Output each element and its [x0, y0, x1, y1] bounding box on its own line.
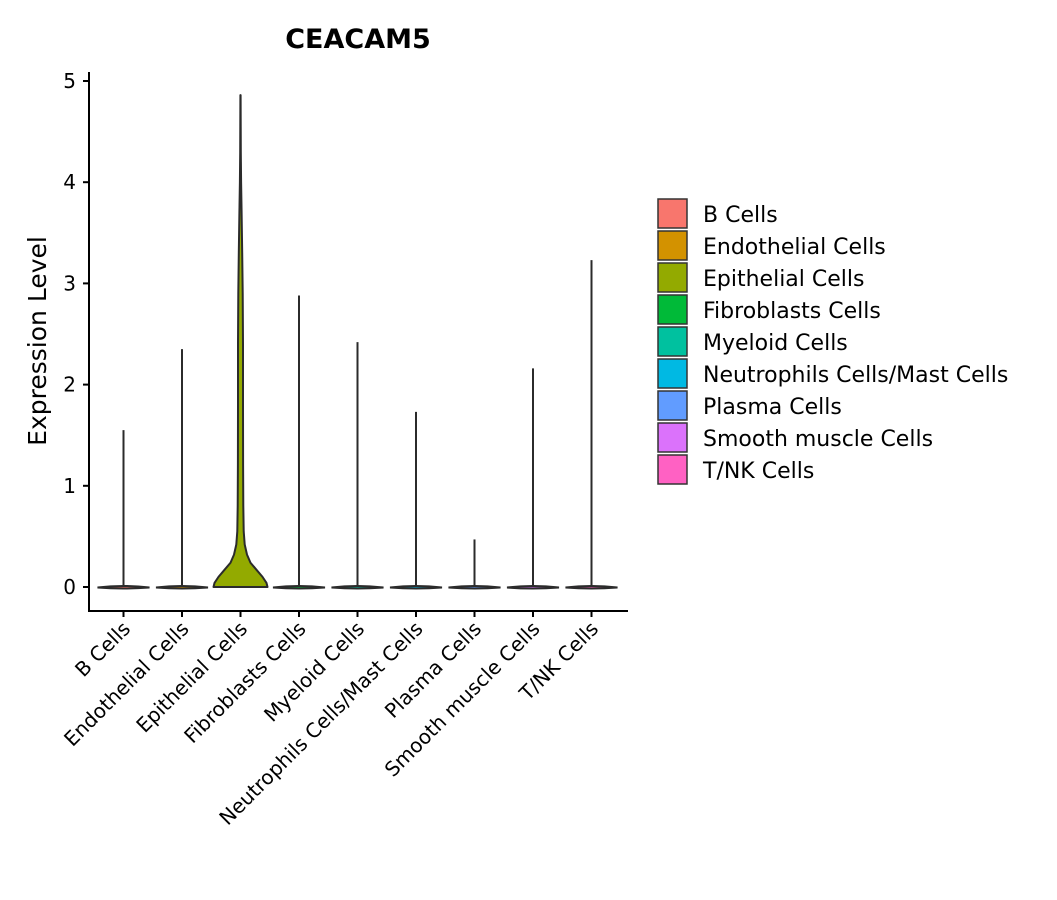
- legend-swatch: [657, 358, 688, 389]
- legend-swatch: [657, 230, 688, 261]
- legend-label: Fibroblasts Cells: [703, 299, 881, 324]
- legend-label: Plasma Cells: [703, 395, 842, 420]
- violin-base: [506, 585, 560, 590]
- legend-label: B Cells: [703, 203, 778, 228]
- violin-base: [565, 585, 618, 590]
- legend-swatch: [657, 294, 688, 325]
- x-tick-label: Myeloid Cells: [259, 617, 369, 727]
- y-tick-label: 0: [63, 575, 76, 599]
- y-ticks: 0 1 2 3 4 5: [63, 69, 89, 599]
- violin-base: [331, 585, 384, 590]
- legend-label: Myeloid Cells: [703, 331, 848, 356]
- y-tick-label: 5: [63, 69, 76, 93]
- legend-swatch: [657, 422, 688, 453]
- legend-swatch: [657, 390, 688, 421]
- legend-label: T/NK Cells: [702, 459, 814, 484]
- violin-base: [97, 585, 150, 590]
- violin-base: [448, 585, 501, 590]
- legend-swatch: [657, 326, 688, 357]
- violin-epithelial-cells: [212, 94, 269, 588]
- violin-base: [272, 585, 326, 590]
- legend-label: Endothelial Cells: [703, 235, 886, 260]
- violins: [97, 94, 618, 590]
- legend-swatch: [657, 262, 688, 293]
- legend-swatch: [657, 454, 688, 485]
- chart-title: CEACAM5: [285, 24, 431, 55]
- y-tick-label: 2: [63, 373, 76, 397]
- y-axis-label: Expression Level: [23, 236, 52, 446]
- legend-label: Neutrophils Cells/Mast Cells: [703, 363, 1008, 388]
- violin-base: [389, 585, 443, 590]
- legend-label: Epithelial Cells: [703, 267, 864, 292]
- y-tick-label: 3: [63, 271, 76, 295]
- violin-base: [155, 585, 209, 590]
- y-tick-label: 1: [63, 474, 76, 498]
- legend: B Cells Endothelial Cells Epithelial Cells…: [657, 198, 1008, 485]
- legend-swatch: [657, 198, 688, 229]
- y-tick-label: 4: [63, 170, 76, 194]
- legend-label: Smooth muscle Cells: [703, 427, 933, 452]
